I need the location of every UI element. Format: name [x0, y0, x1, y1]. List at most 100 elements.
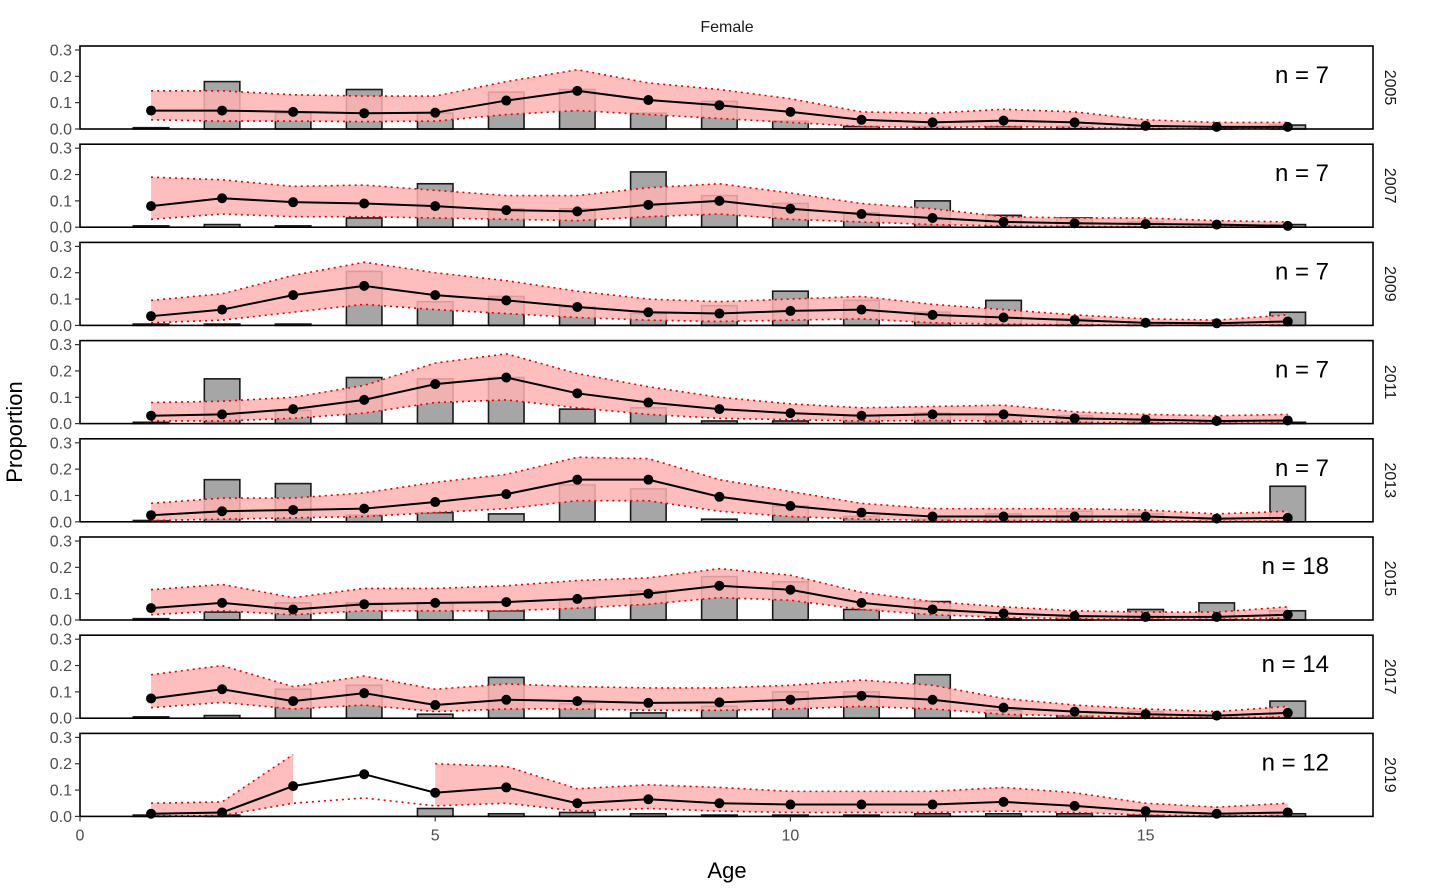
- y-tick-label: 0.2: [50, 756, 72, 773]
- confidence-band: [151, 353, 1288, 424]
- panel-2019: 0.0 0.1 0.2 0.3 n = 12 2019: [50, 730, 1398, 826]
- panel-border: [79, 241, 1374, 327]
- upper-bound-line: [151, 753, 294, 805]
- expected-point: [288, 604, 299, 615]
- panel-border: [79, 634, 1374, 720]
- expected-point: [1282, 121, 1293, 132]
- panel-2011: 0.0 0.1 0.2 0.3 n = 7 2011: [50, 337, 1398, 433]
- expected-point: [1282, 220, 1293, 231]
- expected-point: [785, 584, 796, 595]
- expected-point: [217, 597, 228, 608]
- upper-bound-line: [150, 664, 1288, 713]
- y-tick-label: 0.2: [50, 363, 72, 380]
- expected-point: [785, 501, 796, 511]
- x-tick-label: 5: [431, 827, 440, 844]
- expected-point: [714, 697, 725, 708]
- confidence-band: [151, 754, 294, 816]
- expected-point: [1140, 806, 1151, 817]
- expected-point: [998, 608, 1009, 619]
- panel-2009: 0.0 0.1 0.2 0.3 n = 7 2009: [50, 239, 1398, 335]
- confidence-band: [151, 262, 1288, 326]
- expected-point: [146, 105, 157, 116]
- expected-point: [856, 597, 867, 608]
- y-tick-label: 0.2: [50, 560, 72, 577]
- y-tick-label: 0.0: [50, 122, 72, 139]
- expected-point: [1069, 800, 1080, 811]
- expected-point: [146, 603, 157, 614]
- expected-point: [430, 379, 441, 390]
- expected-point: [359, 503, 370, 514]
- expected-point: [146, 410, 157, 421]
- confidence-band: [151, 665, 1288, 718]
- sample-size-label: n = 7: [1275, 160, 1329, 187]
- expected-point: [572, 474, 583, 485]
- y-tick-label: 0.0: [50, 416, 72, 433]
- sample-size-label: n = 12: [1262, 749, 1329, 776]
- y-tick-label: 0.0: [50, 613, 72, 630]
- panel-2015: 0.0 0.1 0.2 0.3 n = 18 2015: [50, 534, 1398, 630]
- expected-point: [501, 372, 512, 383]
- expected-point: [1211, 710, 1222, 721]
- expected-point: [1282, 807, 1293, 818]
- y-tick-label: 0.3: [50, 730, 72, 747]
- expected-point: [288, 290, 299, 301]
- expected-point: [1140, 511, 1151, 522]
- y-tick-label: 0.1: [50, 390, 72, 407]
- expected-point: [430, 290, 441, 301]
- expected-point: [288, 696, 299, 707]
- year-strip-label: 2011: [1381, 365, 1398, 400]
- lower-bound-line: [151, 109, 1288, 130]
- expected-point: [359, 769, 370, 780]
- expected-point: [1211, 121, 1222, 132]
- panel-2013: 0.0 0.1 0.2 0.3 n = 7 2013: [50, 435, 1398, 531]
- expected-point: [998, 216, 1009, 227]
- expected-point: [714, 491, 725, 502]
- y-tick-label: 0.1: [50, 488, 72, 505]
- expected-point: [359, 108, 370, 119]
- observed-bar: [487, 609, 525, 621]
- expected-point: [643, 199, 654, 210]
- expected-point: [288, 197, 299, 208]
- expected-point: [501, 694, 512, 705]
- y-tick-label: 0.3: [50, 534, 72, 551]
- expected-point: [288, 106, 299, 117]
- panel-border: [79, 437, 1374, 523]
- expected-point: [359, 599, 370, 610]
- expected-point: [288, 404, 299, 415]
- chart-title: Female: [700, 19, 753, 36]
- expected-point: [1069, 218, 1080, 229]
- sample-size-label: n = 7: [1275, 455, 1329, 482]
- year-strip-label: 2009: [1381, 266, 1398, 302]
- expected-point: [714, 308, 725, 319]
- expected-point: [359, 280, 370, 291]
- expected-point: [1069, 611, 1080, 622]
- panel-border: [79, 339, 1374, 425]
- y-tick-label: 0.0: [50, 318, 72, 335]
- expected-point: [1069, 706, 1080, 717]
- expected-point: [998, 511, 1009, 522]
- expected-point: [643, 794, 654, 805]
- upper-bound-line: [435, 762, 1288, 808]
- sample-size-label: n = 14: [1262, 651, 1329, 678]
- x-axis: 0 5 10 15: [76, 816, 1155, 844]
- y-tick-label: 0.2: [50, 69, 72, 86]
- expected-point: [288, 504, 299, 515]
- expected-point: [572, 206, 583, 217]
- expected-point: [217, 105, 228, 116]
- lower-bound-line: [150, 596, 1288, 621]
- y-tick-label: 0.1: [50, 292, 72, 309]
- expected-point: [927, 511, 938, 522]
- expected-point: [998, 702, 1009, 713]
- observed-bar: [558, 408, 596, 425]
- y-tick-label: 0.1: [50, 684, 72, 701]
- y-tick-label: 0.3: [50, 632, 72, 649]
- x-tick-label: 10: [782, 827, 800, 844]
- year-strip-label: 2015: [1381, 561, 1398, 597]
- panel-border: [79, 732, 1374, 818]
- expected-point: [501, 95, 512, 106]
- y-tick-label: 0.3: [50, 141, 72, 158]
- expected-point: [1069, 511, 1080, 522]
- observed-bar: [487, 513, 525, 523]
- expected-point: [785, 799, 796, 810]
- expected-point: [359, 688, 370, 699]
